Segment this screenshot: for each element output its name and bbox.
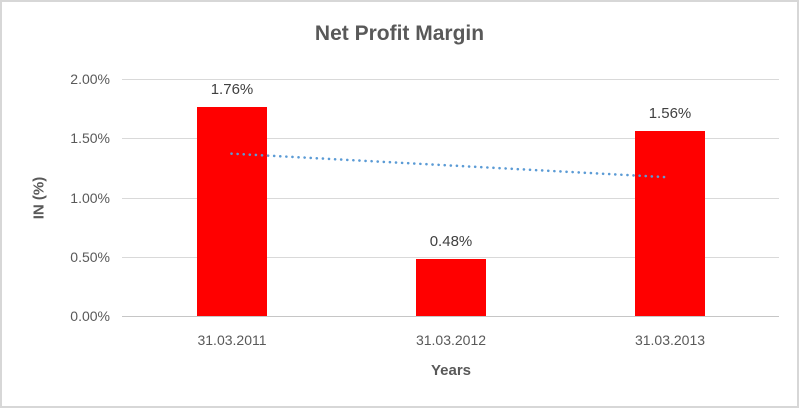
gridline (122, 257, 779, 258)
x-tick-label: 31.03.2013 (634, 332, 706, 348)
x-tick-label: 31.03.2012 (415, 332, 487, 348)
bar-value-label: 1.56% (648, 105, 692, 122)
y-tick-label: 1.00% (70, 190, 110, 206)
bar-31.03.2013 (635, 131, 705, 316)
y-tick-label: 1.50% (70, 130, 110, 146)
bar-31.03.2011 (197, 107, 267, 316)
y-tick-label: 0.00% (70, 308, 110, 324)
gridline (122, 79, 779, 80)
gridline (122, 138, 779, 139)
bar-value-label: 0.48% (429, 233, 473, 250)
x-axis-title: Years (430, 362, 472, 379)
y-tick-label: 2.00% (70, 71, 110, 87)
bar-value-label: 1.76% (210, 81, 254, 98)
gridline (122, 198, 779, 199)
chart-title: Net Profit Margin (314, 22, 485, 45)
gridline (122, 316, 779, 317)
y-tick-label: 0.50% (70, 249, 110, 265)
x-tick-label: 31.03.2011 (197, 332, 267, 348)
bar-31.03.2012 (416, 259, 486, 316)
